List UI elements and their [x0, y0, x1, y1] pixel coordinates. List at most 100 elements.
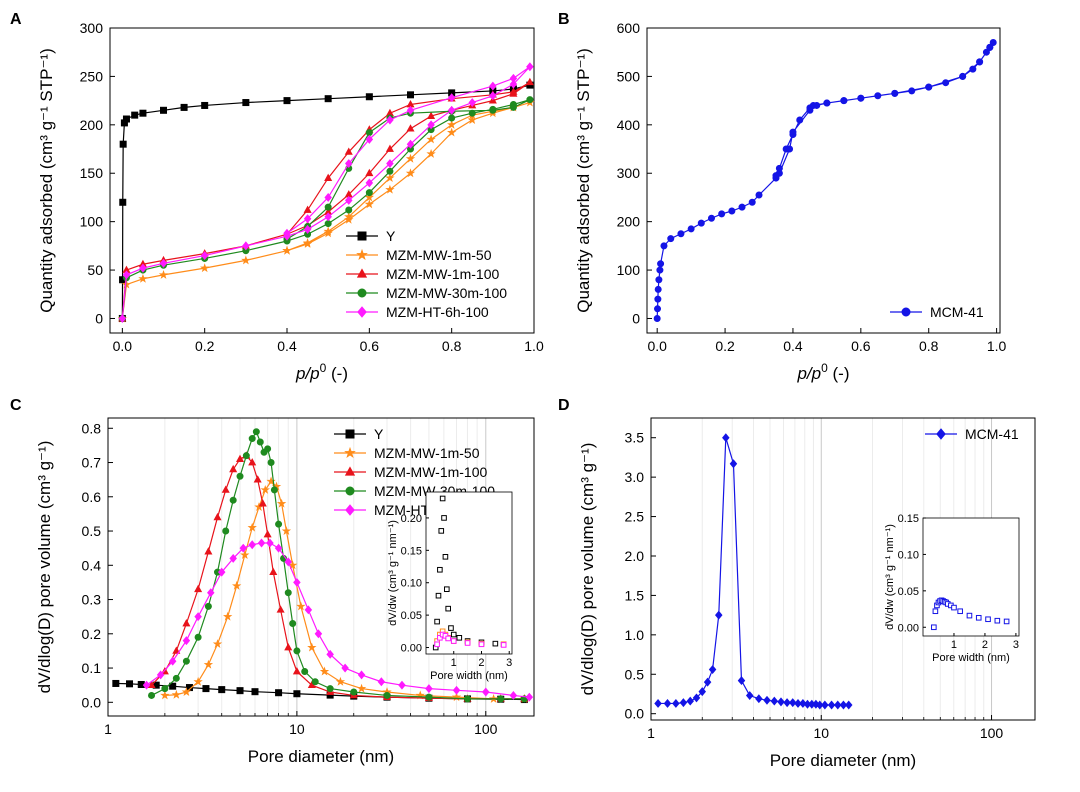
data-point-mzm-mw-1m-50: [467, 115, 477, 124]
data-point-mzm-ht-6h-100: [284, 557, 292, 567]
data-point-mzm-ht-6h-100: [365, 134, 374, 144]
data-point-mzm-mw-1m-50: [426, 134, 436, 144]
y-tick-label: 0.3: [82, 592, 102, 608]
data-point-y: [448, 625, 454, 631]
data-point-mzm-mw-1m-50: [171, 689, 181, 699]
x-axis-label-italic: p/p: [295, 364, 320, 383]
data-point-mzm-ht-6h-100: [168, 656, 177, 666]
data-point-mzm-mw-1m-50: [241, 255, 251, 265]
data-point-mzm-mw-1m-50: [405, 153, 416, 163]
data-point-mzm-mw-30m-100: [311, 678, 319, 686]
y-tick-label: 0.5: [625, 666, 645, 682]
x-tick-label: 2: [478, 657, 484, 669]
data-point-y: [119, 140, 127, 148]
data-point-mzm-mw-1m-50: [158, 269, 169, 279]
legend-marker-y: [345, 429, 355, 439]
data-point-mzm-ht-6h-100: [266, 538, 274, 548]
data-point-y: [441, 515, 447, 521]
data-point-mzm-ht-6h-100: [142, 680, 151, 690]
data-point-mcm-41: [816, 700, 824, 710]
y-tick-label: 0.00: [401, 643, 422, 655]
y-tick-label: 0.4: [82, 557, 102, 573]
data-point-mzm-mw-1m-100: [221, 485, 230, 493]
x-axis-label: Pore diameter (nm): [770, 751, 916, 770]
data-point-mzm-mw-30m-100: [526, 96, 534, 104]
data-point-y: [456, 635, 463, 641]
data-point-mzm-ht-6h-100: [257, 538, 266, 548]
legend-marker-mzm-mw-1m-100: [356, 268, 368, 278]
data-point-mzm-mw-30m-100: [236, 472, 244, 480]
data-point-mzm-mw-30m-100: [275, 520, 283, 528]
data-point-mcm-41: [966, 612, 973, 619]
x-tick-label: 10: [289, 721, 305, 737]
data-point-mzm-ht-6h-100: [314, 629, 323, 639]
x-tick-label: 3: [1013, 639, 1019, 651]
data-point-mzm-mw-1m-50: [121, 279, 132, 289]
data-point-mcm-41: [957, 608, 963, 615]
data-point-mzm-mw-1m-100: [284, 643, 293, 651]
data-point-mzm-mw-30m-100: [509, 103, 517, 111]
data-point-y: [160, 106, 168, 114]
data-point-mzm-mw-30m-100: [497, 695, 505, 703]
data-point-y: [236, 687, 244, 695]
x-tick-label: 1.0: [524, 338, 544, 354]
data-point-mzm-mw-1m-50: [302, 238, 313, 247]
data-point-mzm-ht-6h-100: [200, 251, 209, 261]
data-point-mzm-mw-30m-100: [326, 685, 334, 693]
data-point-mcm-41: [729, 459, 738, 469]
legend-label: MZM-MW-1m-50: [386, 247, 492, 263]
data-point-mzm-mw-30m-100: [463, 695, 471, 703]
y-tick-label: 0.1: [82, 660, 102, 676]
data-point-y: [180, 103, 188, 111]
data-point-y: [218, 686, 226, 694]
data-point-y: [435, 592, 442, 599]
data-point-mcm-41: [976, 58, 984, 66]
data-point-mzm-mw-30m-100: [468, 109, 476, 117]
y-tick-label: 0.5: [82, 523, 102, 539]
x-tick-label: 0.4: [783, 338, 803, 354]
data-point-mzm-mw-30m-100: [252, 428, 260, 436]
legend: MCM-41: [925, 426, 1019, 442]
data-point-mcm-41: [707, 214, 715, 222]
plot-frame: [109, 27, 535, 334]
y-tick-label: 400: [617, 117, 641, 133]
data-point-mcm-41: [667, 235, 675, 243]
plot-area: [653, 39, 997, 322]
plot-area: [117, 62, 535, 323]
data-point-mcm-41: [654, 698, 662, 708]
x-tick-label: 0.2: [195, 338, 215, 354]
data-point-y: [126, 680, 134, 688]
data-point-mzm-ht-6h-100: [118, 314, 127, 323]
data-point-mzm-mw-1m-50: [232, 580, 242, 590]
legend-marker-mzm-ht-6h-100: [345, 504, 355, 516]
data-point-mzm-ht-6h-100: [274, 543, 283, 553]
y-tick-label: 0.20: [401, 513, 422, 525]
data-point-mcm-41: [786, 145, 794, 153]
data-point-mcm-41: [925, 83, 933, 91]
data-point-y: [438, 528, 445, 534]
data-point-mzm-mw-1m-100: [292, 667, 301, 675]
y-tick-label: 0.2: [82, 626, 102, 642]
data-point-mzm-mw-1m-50: [281, 526, 292, 536]
legend-label: MZM-MW-1m-100: [386, 266, 500, 282]
data-point-mcm-41: [783, 698, 791, 708]
data-point-y: [444, 586, 450, 593]
y-axis-label: dV/dlog(D) pore volume (cm³ g⁻¹): [35, 441, 54, 694]
y-tick-label: 300: [617, 165, 641, 181]
x-tick-label: 1.0: [987, 338, 1007, 354]
data-point-mzm-ht-6h-100: [304, 605, 313, 615]
data-point-mcm-41: [728, 207, 736, 215]
data-point-mzm-mw-1m-50: [200, 263, 210, 273]
data-point-mcm-41: [1003, 618, 1010, 625]
data-point-y: [201, 101, 209, 109]
data-point-mzm-mw-1m-50: [276, 498, 287, 508]
panel-label-b: B: [558, 11, 570, 28]
data-point-mzm-mw-1m-50: [193, 676, 203, 686]
data-point-mcm-41: [686, 696, 694, 706]
data-point-mzm-mw-30m-100: [386, 167, 394, 175]
legend-marker-mzm-mw-1m-50: [356, 248, 368, 260]
series-mcm-41: [931, 597, 1010, 631]
data-point-mcm-41: [969, 65, 977, 73]
data-point-y: [251, 688, 259, 696]
data-point-mcm-41: [763, 695, 771, 705]
